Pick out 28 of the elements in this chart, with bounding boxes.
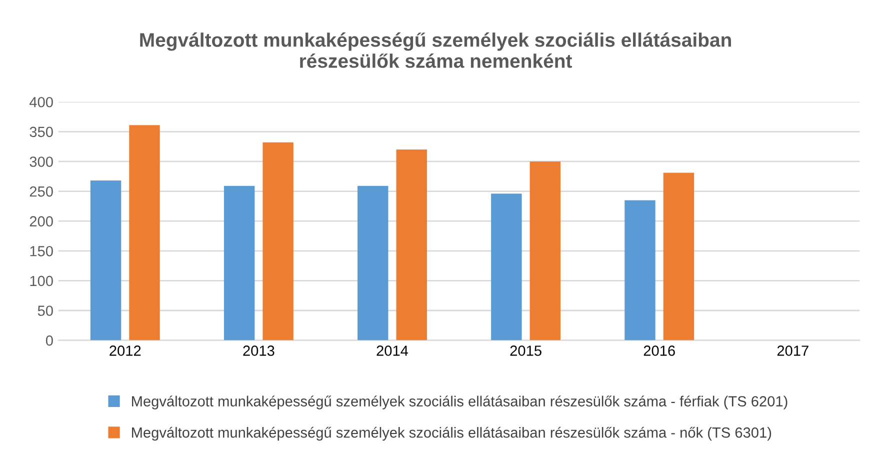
y-tick-label: 200 xyxy=(30,216,53,227)
x-tick-label: 2013 xyxy=(243,346,274,356)
bar xyxy=(663,172,694,340)
x-tick-label: 2012 xyxy=(110,346,141,356)
bar xyxy=(491,194,522,340)
y-tick-label: 300 xyxy=(30,156,53,167)
bar xyxy=(224,186,255,340)
bar xyxy=(396,150,427,340)
bar xyxy=(262,142,294,340)
bar xyxy=(358,186,388,340)
x-tick-label: 2015 xyxy=(510,346,542,356)
bar xyxy=(90,180,122,340)
y-tick-label: 150 xyxy=(30,246,53,256)
x-tick-label: 2016 xyxy=(644,346,675,356)
y-tick-label: 400 xyxy=(30,96,53,108)
bar xyxy=(530,161,561,340)
y-tick-label: 0 xyxy=(46,335,53,346)
legend-label: Megváltozott munkaképességű személyek szociális ellátásaiban részesülők száma - nők (TS 6301) xyxy=(132,426,772,441)
y-tick-label: 250 xyxy=(30,186,53,197)
y-tick-label: 50 xyxy=(38,306,53,316)
x-tick-label: 2014 xyxy=(376,346,408,356)
chart-title: Megváltozott munkaképességű személyek szociális ellátásaiban részesülők száma nemenként xyxy=(140,32,731,68)
y-tick-label: 100 xyxy=(30,276,53,286)
bar xyxy=(129,125,160,340)
legend-label: Megváltozott munkaképességű személyek szociális ellátásaiban részesülők száma - férfiak (TS 6201) xyxy=(132,396,788,410)
y-tick-label: 350 xyxy=(30,126,53,138)
bar xyxy=(624,200,656,340)
x-tick-label: 2017 xyxy=(777,346,808,356)
